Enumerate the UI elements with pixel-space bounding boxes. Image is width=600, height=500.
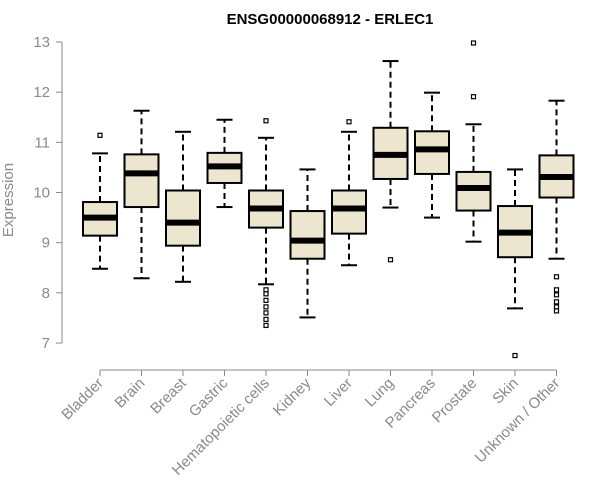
box-prostate — [455, 40, 492, 243]
outlier-point — [553, 308, 560, 314]
outlier-point — [263, 297, 269, 303]
box-lung — [372, 60, 409, 263]
iqr-box — [123, 153, 160, 209]
box-kidney — [289, 168, 326, 319]
iqr-box — [331, 189, 367, 235]
iqr-box — [289, 210, 326, 260]
outlier-point — [263, 291, 269, 297]
y-tick-label: 8 — [42, 285, 50, 302]
iqr-box — [455, 170, 492, 212]
x-tick-label: Brain — [112, 375, 149, 412]
y-axis: 7 8 9 10 11 12 13 — [33, 34, 63, 352]
outlier-point — [263, 118, 269, 124]
y-tick-label: 10 — [33, 185, 50, 202]
outlier-point — [553, 274, 560, 280]
outlier-point — [553, 299, 560, 305]
box-pancreas — [414, 91, 450, 219]
y-tick-label: 11 — [34, 134, 50, 151]
box-hematopoietic-cells — [248, 118, 284, 329]
box-breast — [165, 130, 201, 283]
x-tick-label: Prostate — [429, 375, 481, 427]
outlier-point — [553, 292, 560, 298]
outlier-point — [263, 287, 269, 293]
y-tick-label: 12 — [33, 84, 50, 101]
y-axis-label: Expression — [0, 163, 17, 237]
x-tick-label: Kidney — [270, 374, 315, 419]
outlier-point — [553, 304, 560, 310]
outlier-point — [553, 287, 560, 293]
y-tick-label: 13 — [33, 34, 50, 51]
outlier-point — [263, 310, 269, 316]
y-tick-label: 9 — [42, 235, 50, 252]
outlier-point — [263, 316, 269, 323]
chart-title: ENSG00000068912 - ERLEC1 — [227, 11, 434, 28]
y-tick-label: 7 — [42, 335, 50, 352]
outlier-point — [387, 257, 394, 263]
outlier-point — [97, 132, 103, 138]
outlier-point — [470, 40, 477, 46]
box-liver — [331, 119, 367, 267]
box-brain — [123, 109, 160, 280]
outlier-point — [263, 304, 269, 310]
boxes-group — [82, 40, 575, 359]
x-tick-label: Skin — [489, 375, 522, 408]
x-tick-label: Breast — [147, 374, 190, 417]
outlier-point — [512, 352, 518, 359]
box-skin — [497, 168, 533, 359]
outlier-point — [470, 94, 477, 100]
box-bladder — [82, 132, 118, 270]
iqr-box — [414, 130, 450, 175]
x-tick-label: Lung — [362, 375, 398, 411]
outlier-point — [346, 119, 352, 125]
x-tick-label: Bladder — [58, 375, 107, 424]
x-tick-label: Liver — [321, 375, 356, 410]
box-gastric — [206, 118, 243, 209]
iqr-box — [165, 189, 201, 247]
box-unknown-other — [538, 99, 575, 314]
outlier-point — [263, 322, 269, 329]
